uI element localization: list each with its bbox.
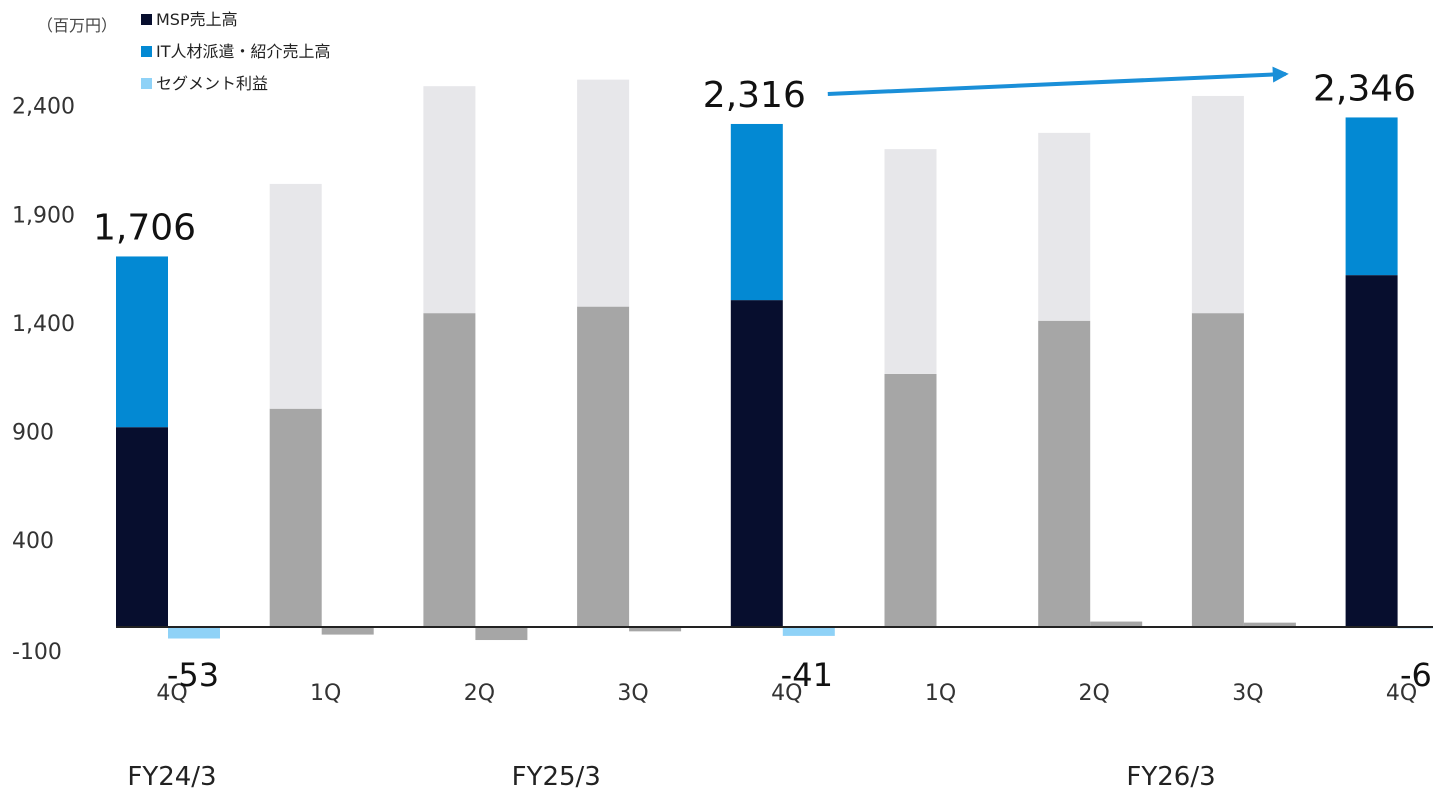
bar-msp [1038, 320, 1091, 627]
x-tick-label: 2Q [1079, 681, 1110, 706]
bar-msp [116, 427, 168, 627]
legend-label-segment-profit: セグメント利益 [156, 74, 269, 93]
bar-msp [269, 408, 322, 627]
bar-segment-profit [782, 627, 835, 636]
y-tick-label: 900 [12, 421, 54, 446]
y-tick-label: 1,900 [12, 203, 75, 228]
bar-it-staffing [577, 79, 630, 307]
bar-it-staffing [423, 86, 476, 314]
legend-swatch-msp [141, 14, 152, 25]
profit-label: -41 [781, 656, 833, 694]
y-tick-label: 1,400 [12, 312, 75, 337]
x-tick-label: 4Q [156, 681, 187, 706]
growth-arrow [827, 66, 1289, 96]
unit-label: （百万円） [37, 16, 118, 35]
legend-swatch-segment-profit [141, 78, 152, 89]
bar-msp [423, 313, 476, 627]
y-tick-label: -100 [12, 640, 62, 665]
total-label: 1,706 [93, 207, 196, 248]
x-tick-label: 4Q [1386, 681, 1417, 706]
legend-swatch-it-staffing [141, 46, 152, 57]
bar-it-staffing [116, 256, 168, 428]
bar-msp [884, 373, 937, 627]
bar-it-staffing [1345, 117, 1398, 276]
bar-segment-profit [475, 627, 528, 641]
bar-segment-profit [168, 627, 220, 639]
total-label: 2,316 [703, 75, 806, 116]
bar-segment-profit [1090, 621, 1143, 627]
fiscal-year-label: FY25/3 [512, 762, 601, 792]
bar-it-staffing [269, 183, 322, 409]
x-tick-label: 1Q [310, 681, 341, 706]
bar-msp [1191, 313, 1244, 627]
bar-it-staffing [884, 149, 937, 374]
legend-label-msp: MSP売上高 [156, 10, 238, 29]
legend-item-msp: MSP売上高 [141, 6, 238, 30]
x-tick-label: 4Q [771, 681, 802, 706]
y-tick-label: 400 [12, 529, 54, 554]
bar-segment-profit [321, 627, 374, 635]
bar-msp [1345, 275, 1398, 627]
x-tick-label: 1Q [925, 681, 956, 706]
x-tick-label: 3Q [617, 681, 648, 706]
bar-msp [730, 300, 783, 627]
legend-item-it-staffing: IT人材派遣・紹介売上高 [141, 38, 331, 62]
fiscal-year-label: FY24/3 [127, 762, 216, 792]
bar-it-staffing [730, 123, 783, 301]
legend-label-it-staffing: IT人材派遣・紹介売上高 [156, 42, 331, 61]
bar-segment-profit [629, 627, 682, 632]
fiscal-year-label: FY26/3 [1126, 762, 1215, 792]
profit-label: -53 [167, 656, 219, 694]
y-tick-label: 2,400 [12, 95, 75, 120]
x-tick-label: 2Q [464, 681, 495, 706]
bar-segment-profit [1243, 622, 1296, 627]
profit-label: -6 [1400, 656, 1432, 694]
bar-it-staffing [1191, 95, 1244, 314]
total-label: 2,346 [1313, 68, 1416, 109]
bar-msp [577, 306, 630, 627]
legend-item-segment-profit: セグメント利益 [141, 70, 268, 94]
x-tick-label: 3Q [1232, 681, 1263, 706]
bar-it-staffing [1038, 132, 1091, 321]
